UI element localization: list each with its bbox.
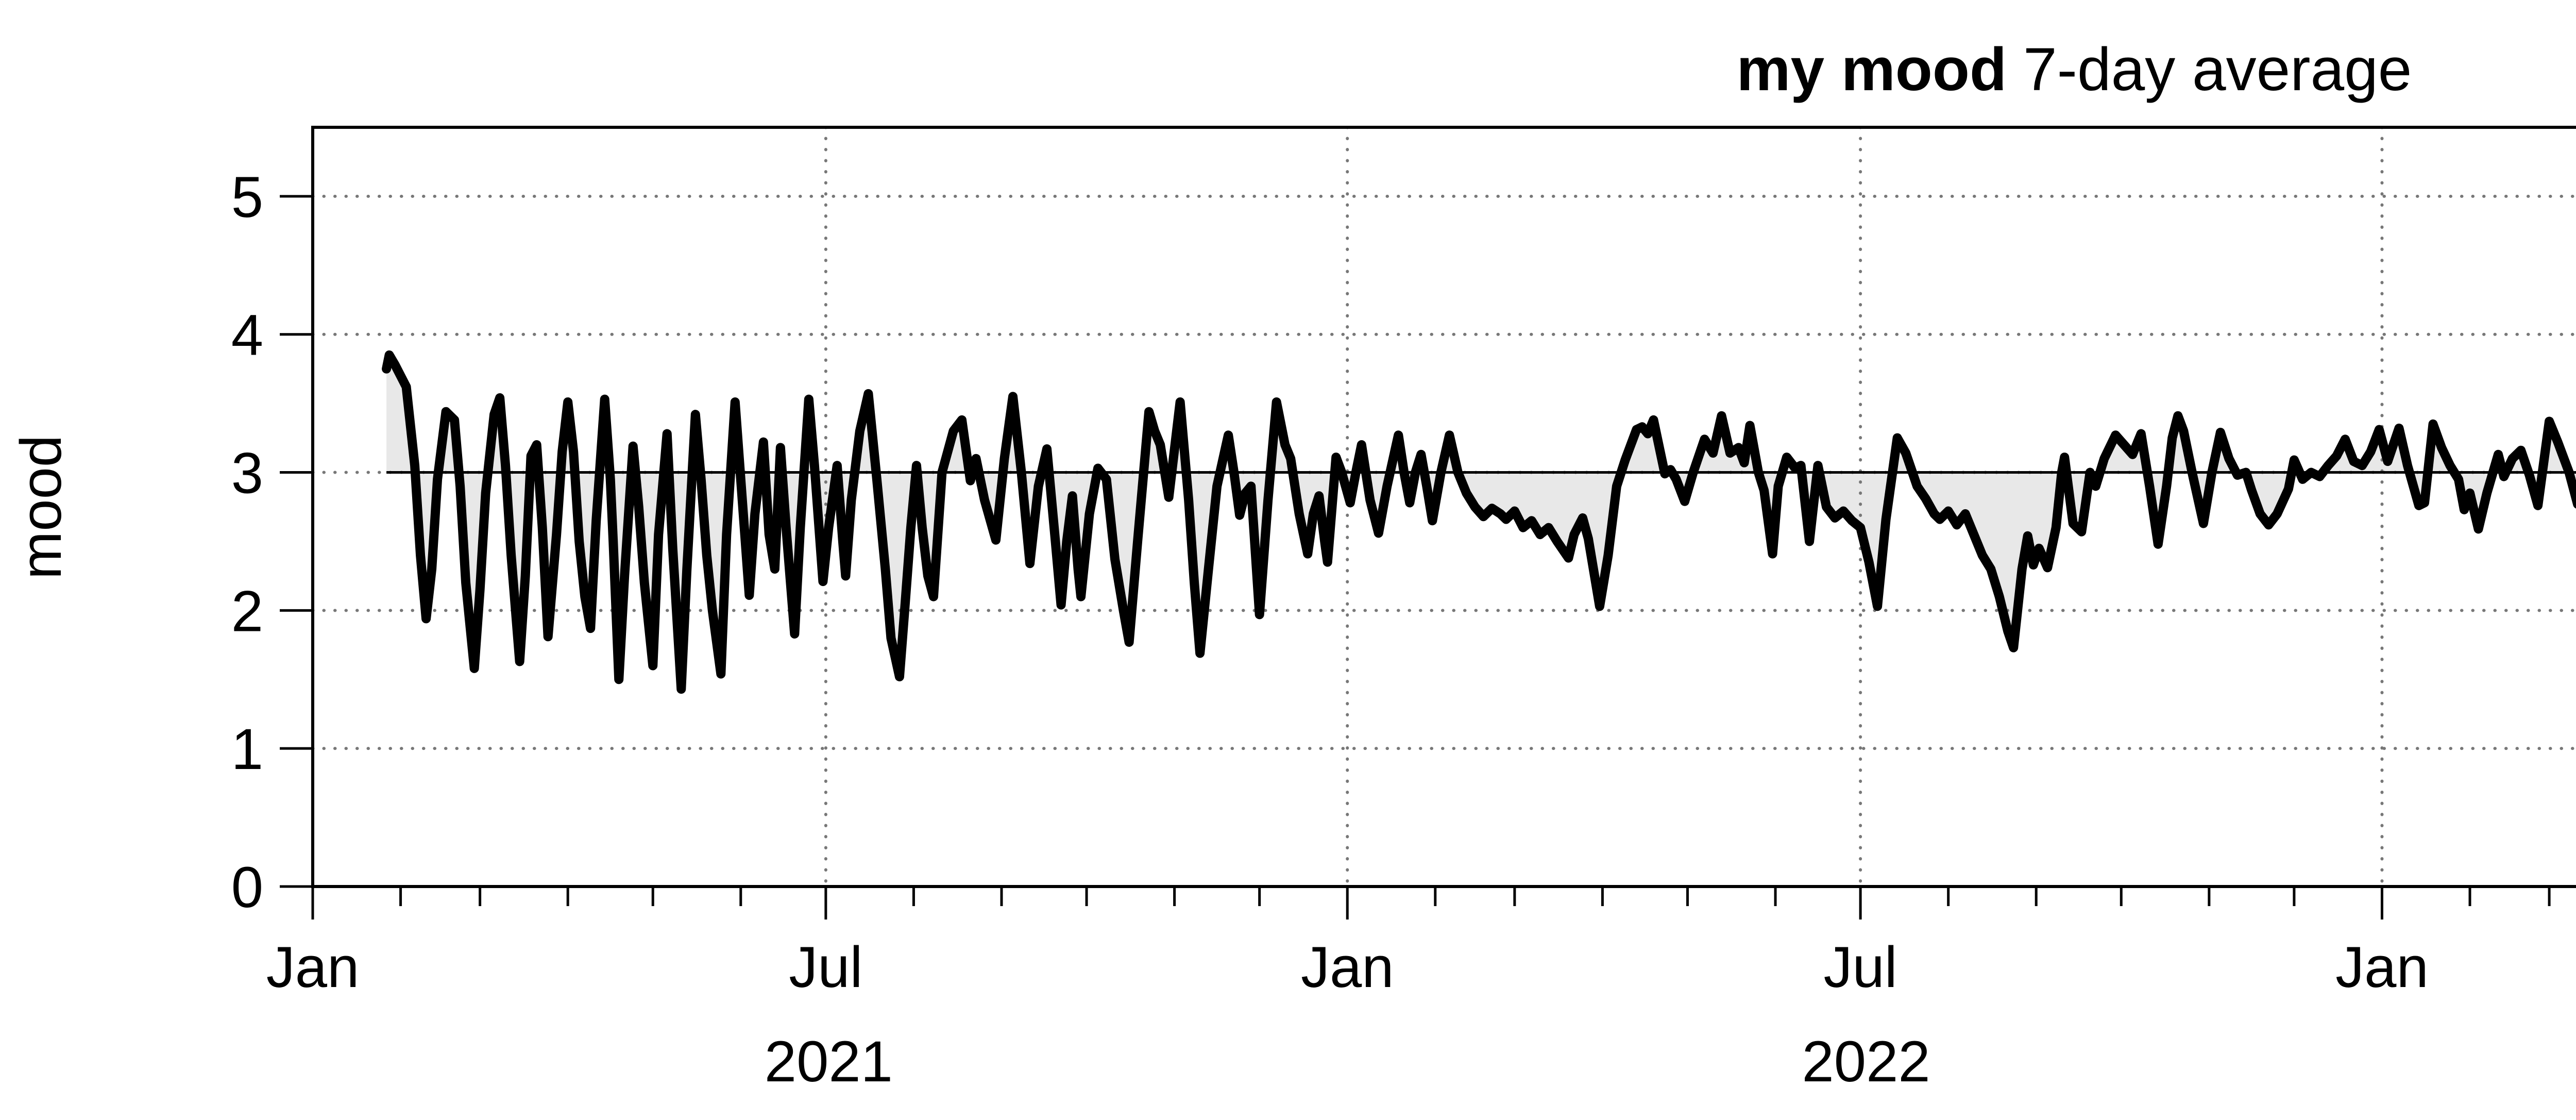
y-label-layer: 0 1 2 3 4 5 bbox=[231, 165, 263, 920]
area-fill bbox=[386, 355, 2576, 690]
x-tick-label: Jul bbox=[789, 935, 862, 999]
area-fill-layer bbox=[386, 355, 2576, 690]
y-tick-label: 0 bbox=[231, 855, 263, 920]
x-tick-label: Jan bbox=[2335, 935, 2429, 999]
y-tick-label: 5 bbox=[231, 165, 263, 229]
y-tick-label: 1 bbox=[231, 717, 263, 781]
y-tick-label: 2 bbox=[231, 579, 263, 643]
mood-line-segment bbox=[382, 350, 2576, 694]
panel-frame bbox=[311, 126, 2576, 888]
y-axis-label: mood bbox=[9, 435, 73, 579]
y-tick-label: 4 bbox=[231, 303, 263, 367]
y-tick-label: 3 bbox=[231, 441, 263, 506]
tick-layer bbox=[280, 195, 2551, 920]
x-tick-label: Jan bbox=[266, 935, 360, 999]
chart-title-regular: 7-day average bbox=[2023, 36, 2412, 104]
x-label-layer: JanJulJanJulJanJulJan2021202220232024 bbox=[266, 935, 2429, 1094]
x-year-label: 2022 bbox=[1802, 1029, 1930, 1094]
x-year-label: 2021 bbox=[765, 1029, 893, 1094]
x-tick-label: Jul bbox=[1824, 935, 1897, 999]
chart-title: my mood 7-day average bbox=[1737, 36, 2412, 104]
x-tick-label: Jan bbox=[1301, 935, 1394, 999]
mood-line-layer bbox=[382, 350, 2576, 694]
chart-title-bold: my mood bbox=[1737, 36, 2007, 104]
